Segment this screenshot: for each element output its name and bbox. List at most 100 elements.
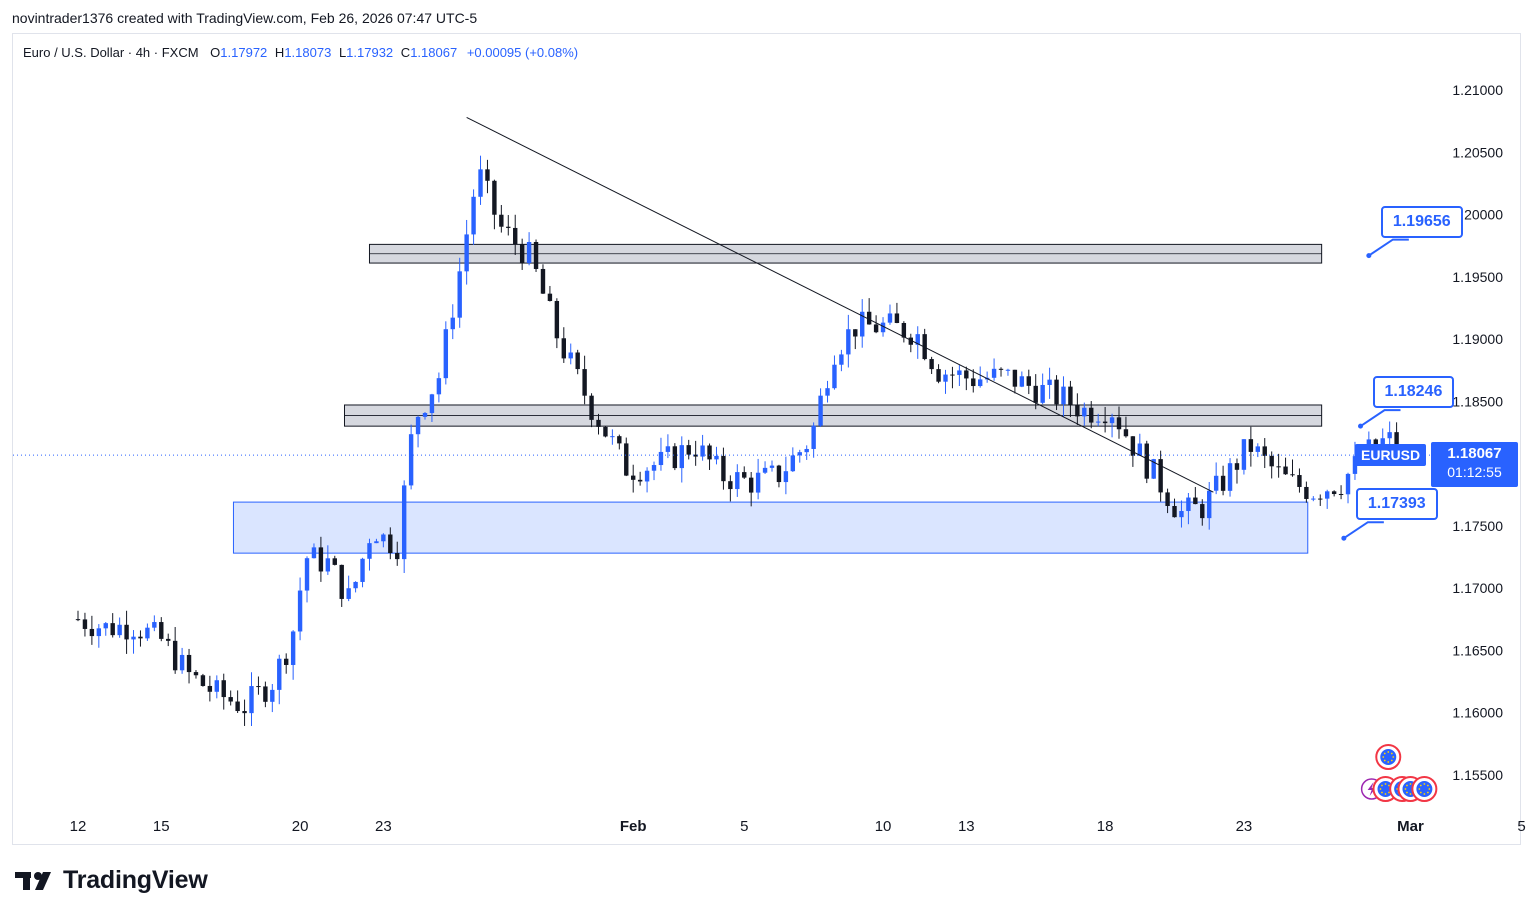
candle [797, 452, 802, 456]
candle [450, 317, 455, 330]
candle [464, 234, 469, 272]
candle [894, 313, 900, 323]
candle [998, 368, 1004, 370]
candle [1311, 498, 1316, 500]
candle [735, 472, 740, 490]
x-tick-label: 12 [70, 818, 87, 835]
candle [631, 475, 636, 480]
candle [443, 329, 449, 379]
candle [1193, 497, 1198, 505]
eu-star-icon [1388, 784, 1390, 787]
eu-star-icon [1426, 791, 1429, 794]
candle [1012, 369, 1018, 387]
candle [131, 636, 136, 640]
candle [172, 640, 178, 671]
candle [686, 445, 691, 455]
candle [1082, 407, 1087, 417]
candle [82, 619, 88, 629]
y-tick-label: 1.16500 [1452, 642, 1503, 658]
candle [818, 395, 823, 426]
candle [284, 658, 289, 665]
candle [1186, 497, 1191, 512]
candle [603, 426, 608, 437]
candle [1019, 376, 1025, 387]
candle [1040, 384, 1045, 403]
candle [936, 369, 941, 382]
y-tick-label: 1.16000 [1452, 705, 1503, 721]
candle [235, 701, 240, 712]
candle [1373, 439, 1378, 448]
candle [75, 619, 81, 621]
eu-star-icon [1382, 756, 1385, 758]
candle [1165, 492, 1170, 507]
candle [436, 378, 442, 395]
candle [610, 436, 615, 438]
symbol-badge[interactable]: EURUSD [1355, 444, 1427, 466]
candle [526, 242, 532, 263]
candle [1068, 386, 1073, 406]
price-callout-3[interactable]: 1.17393 [1355, 488, 1438, 521]
candle [915, 334, 920, 345]
candle [166, 638, 171, 641]
demand-zone-lower [232, 501, 1309, 554]
candle [110, 623, 115, 636]
candle [533, 242, 539, 269]
candle [1325, 491, 1330, 499]
candle [1158, 459, 1163, 493]
candle [374, 541, 379, 544]
candle [769, 465, 775, 468]
candle [866, 311, 872, 325]
price-callout-1[interactable]: 1.19656 [1380, 205, 1463, 238]
candle [513, 227, 518, 245]
eu-star-icon [1404, 788, 1407, 790]
candle [700, 445, 705, 457]
candle [519, 244, 525, 263]
candle [485, 169, 490, 181]
candle [270, 689, 275, 702]
price-callout-2[interactable]: 1.18246 [1372, 376, 1455, 409]
candle [499, 214, 504, 227]
candle [887, 313, 893, 323]
candle [200, 675, 206, 686]
candle [846, 329, 851, 355]
candle [138, 636, 143, 639]
candle [1005, 369, 1011, 371]
y-tick-label: 1.19000 [1452, 331, 1503, 347]
candle [679, 445, 684, 469]
candle [1248, 439, 1254, 452]
high-label: H [274, 45, 285, 60]
symbol-legend[interactable]: Euro / U.S. Dollar · 4h · FXCM O1.17972 … [23, 45, 578, 60]
bar-countdown: 01:12:55 [1447, 464, 1502, 480]
candle [964, 370, 969, 379]
candle [853, 329, 858, 337]
eu-star-icon [1383, 759, 1386, 762]
candle [346, 588, 351, 599]
x-tick-label: 10 [875, 818, 892, 835]
tradingview-logo[interactable]: TradingView [15, 866, 208, 895]
candle [950, 374, 955, 376]
eu-star-icon [1409, 783, 1412, 785]
candle [1331, 491, 1337, 495]
candle [1387, 432, 1392, 439]
candle [624, 443, 629, 476]
high-value: 1.18073 [284, 45, 332, 60]
candle [429, 394, 435, 414]
x-tick-label: Feb [620, 818, 647, 835]
candle [568, 352, 573, 359]
x-tick-label: 20 [292, 818, 309, 835]
candle [1116, 417, 1122, 430]
candle [1352, 456, 1358, 474]
candle [1207, 490, 1212, 519]
y-tick-label: 1.18500 [1452, 393, 1503, 409]
x-tick-label: 18 [1097, 818, 1114, 835]
eu-star-icon [1390, 752, 1393, 755]
candle [152, 622, 157, 628]
y-tick-label: 1.19500 [1452, 269, 1503, 285]
candle [422, 413, 428, 417]
candle [1290, 474, 1295, 476]
candle [755, 472, 761, 493]
candle [1151, 459, 1156, 479]
candle [96, 628, 102, 637]
eu-star-icon [1426, 784, 1429, 787]
